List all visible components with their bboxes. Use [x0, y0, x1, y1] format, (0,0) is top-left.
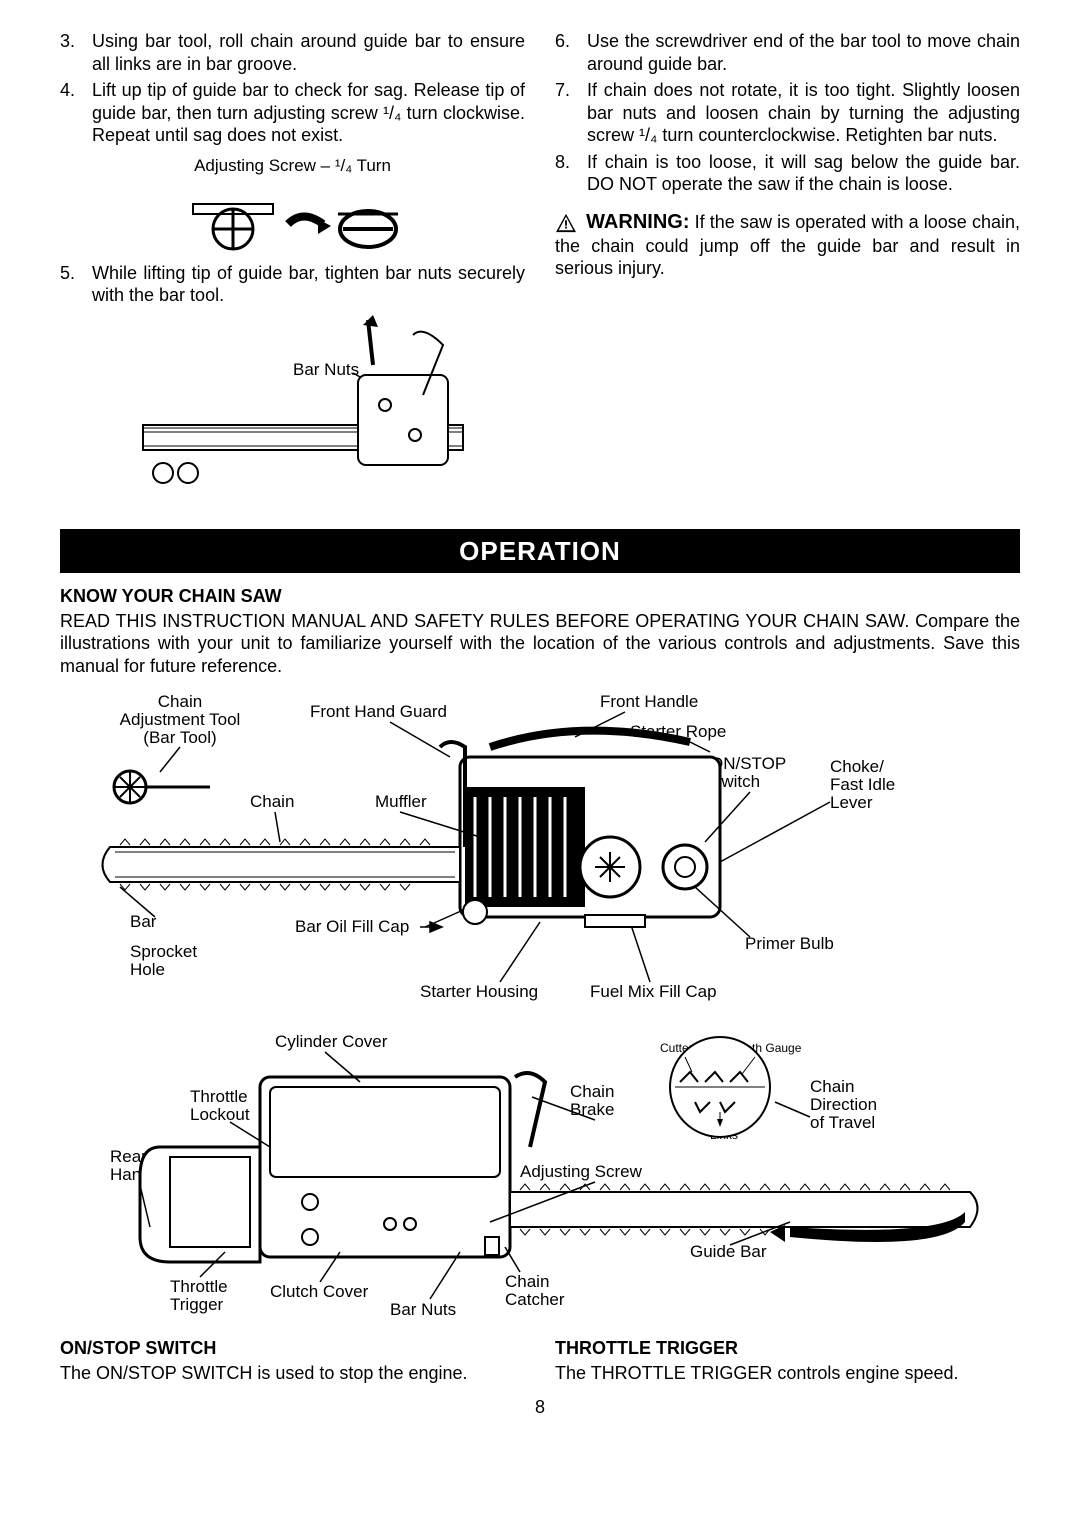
svg-text:Lever: Lever — [830, 793, 873, 812]
right-steps-list: 6. Use the screwdriver end of the bar to… — [555, 30, 1020, 196]
left-column: 3. Using bar tool, roll chain around gui… — [60, 30, 525, 513]
svg-text:Bar Nuts: Bar Nuts — [390, 1300, 456, 1319]
onstop-text: The ON/STOP SWITCH is used to stop the e… — [60, 1362, 525, 1385]
step-7: 7. If chain does not rotate, it is too t… — [555, 79, 1020, 147]
bottom-section: ON/STOP SWITCH The ON/STOP SWITCH is use… — [60, 1337, 1020, 1384]
svg-text:Muffler: Muffler — [375, 792, 427, 811]
throttle-col: THROTTLE TRIGGER The THROTTLE TRIGGER co… — [555, 1337, 1020, 1384]
left-steps-list: 3. Using bar tool, roll chain around gui… — [60, 30, 525, 147]
step-number: 6. — [555, 30, 587, 75]
svg-text:Adjustment Tool: Adjustment Tool — [120, 710, 241, 729]
svg-text:Adjusting Screw: Adjusting Screw — [520, 1162, 643, 1181]
throttle-text: The THROTTLE TRIGGER controls engine spe… — [555, 1362, 1020, 1385]
svg-text:Chain: Chain — [810, 1077, 854, 1096]
svg-text:Hole: Hole — [130, 960, 165, 979]
svg-text:Catcher: Catcher — [505, 1290, 565, 1309]
step-number: 4. — [60, 79, 92, 147]
step-8: 8. If chain is too loose, it will sag be… — [555, 151, 1020, 196]
warning-triangle-icon — [555, 213, 577, 233]
svg-text:of Travel: of Travel — [810, 1113, 875, 1132]
step-4: 4. Lift up tip of guide bar to check for… — [60, 79, 525, 147]
step-text: If chain is too loose, it will sag below… — [587, 151, 1020, 196]
bar-nuts-diagram: Bar Nuts — [113, 315, 473, 505]
page-number: 8 — [60, 1396, 1020, 1419]
adjusting-screw-diagram — [183, 184, 403, 254]
svg-text:Primer Bulb: Primer Bulb — [745, 934, 834, 953]
step-6: 6. Use the screwdriver end of the bar to… — [555, 30, 1020, 75]
onstop-heading: ON/STOP SWITCH — [60, 1337, 525, 1360]
operation-header: OPERATION — [60, 529, 1020, 574]
throttle-heading: THROTTLE TRIGGER — [555, 1337, 1020, 1360]
step-number: 7. — [555, 79, 587, 147]
step-text: While lifting tip of guide bar, tighten … — [92, 262, 525, 307]
svg-text:Fuel Mix Fill Cap: Fuel Mix Fill Cap — [590, 982, 717, 1001]
step-number: 8. — [555, 151, 587, 196]
know-heading: KNOW YOUR CHAIN SAW — [60, 585, 1020, 608]
step-3: 3. Using bar tool, roll chain around gui… — [60, 30, 525, 75]
svg-text:Guide Bar: Guide Bar — [690, 1242, 767, 1261]
svg-text:Chain: Chain — [570, 1082, 614, 1101]
svg-text:Clutch Cover: Clutch Cover — [270, 1282, 369, 1301]
svg-text:Direction: Direction — [810, 1095, 877, 1114]
step-text: Use the screwdriver end of the bar tool … — [587, 30, 1020, 75]
svg-text:Brake: Brake — [570, 1100, 614, 1119]
top-steps-section: 3. Using bar tool, roll chain around gui… — [60, 30, 1020, 513]
step-number: 3. — [60, 30, 92, 75]
svg-text:Throttle: Throttle — [170, 1277, 228, 1296]
bar-nuts-label: Bar Nuts — [293, 360, 359, 379]
onstop-col: ON/STOP SWITCH The ON/STOP SWITCH is use… — [60, 1337, 525, 1384]
svg-text:Throttle: Throttle — [190, 1087, 248, 1106]
step-number: 5. — [60, 262, 92, 307]
svg-text:Bar Oil Fill Cap: Bar Oil Fill Cap — [295, 917, 409, 936]
svg-text:(Bar Tool): (Bar Tool) — [143, 728, 216, 747]
svg-text:Chain: Chain — [250, 792, 294, 811]
warning-label: WARNING: — [586, 211, 689, 233]
svg-text:Trigger: Trigger — [170, 1295, 224, 1314]
step-5: 5. While lifting tip of guide bar, tight… — [60, 262, 525, 307]
svg-text:Starter Housing: Starter Housing — [420, 982, 538, 1001]
svg-text:Choke/: Choke/ — [830, 757, 884, 776]
svg-text:Chain: Chain — [505, 1272, 549, 1291]
step-5-list: 5. While lifting tip of guide bar, tight… — [60, 262, 525, 307]
step-text: Lift up tip of guide bar to check for sa… — [92, 79, 525, 147]
chainsaw-top-diagram: .lbl{font-family:Arial;font-size:17px;} … — [70, 687, 1010, 1017]
step-text: If chain does not rotate, it is too tigh… — [587, 79, 1020, 147]
svg-text:Sprocket: Sprocket — [130, 942, 197, 961]
adjusting-screw-caption: Adjusting Screw – ¹/₄ Turn — [60, 155, 525, 176]
know-text: READ THIS INSTRUCTION MANUAL AND SAFETY … — [60, 610, 1020, 678]
know-your-saw-section: KNOW YOUR CHAIN SAW READ THIS INSTRUCTIO… — [60, 585, 1020, 677]
svg-text:Lockout: Lockout — [190, 1105, 250, 1124]
warning-paragraph: WARNING: If the saw is operated with a l… — [555, 210, 1020, 280]
svg-text:Front Handle: Front Handle — [600, 692, 698, 711]
svg-text:Front Hand Guard: Front Hand Guard — [310, 702, 447, 721]
chainsaw-bottom-diagram: .lbl{font-family:Arial;font-size:17px;} … — [70, 1027, 1010, 1327]
svg-text:Fast Idle: Fast Idle — [830, 775, 895, 794]
svg-text:Chain: Chain — [158, 692, 202, 711]
svg-text:Cylinder Cover: Cylinder Cover — [275, 1032, 388, 1051]
right-column: 6. Use the screwdriver end of the bar to… — [555, 30, 1020, 513]
step-text: Using bar tool, roll chain around guide … — [92, 30, 525, 75]
